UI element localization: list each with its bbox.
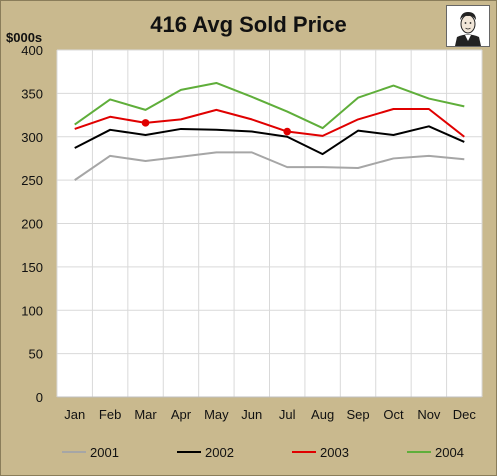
legend-label-2004: 2004 xyxy=(435,445,464,460)
legend-label-2002: 2002 xyxy=(205,445,234,460)
x-tick-label: Jan xyxy=(64,407,85,422)
x-tick-label: Nov xyxy=(417,407,441,422)
series-line-2001 xyxy=(74,151,465,181)
portrait-icon xyxy=(446,5,490,47)
data-point-marker xyxy=(141,119,150,127)
series-line-2003 xyxy=(74,107,465,138)
chart-title: 416 Avg Sold Price xyxy=(150,12,347,37)
y-tick-label: 200 xyxy=(21,217,43,232)
x-tick-label: May xyxy=(204,407,229,422)
data-point-marker xyxy=(283,127,292,136)
y-tick-label: 250 xyxy=(21,173,43,188)
legend-label-2001: 2001 xyxy=(90,445,119,460)
legend-label-2003: 2003 xyxy=(320,445,349,460)
x-tick-label: Jul xyxy=(279,407,296,422)
y-tick-label: 100 xyxy=(21,303,43,318)
x-tick-label: Sep xyxy=(346,407,369,422)
y-tick-label: 150 xyxy=(21,260,43,275)
x-tick-label: Dec xyxy=(453,407,477,422)
y-tick-label: 50 xyxy=(29,347,43,362)
series-line-2004 xyxy=(74,81,465,130)
y-tick-label: 0 xyxy=(36,390,43,405)
x-tick-label: Apr xyxy=(171,407,192,422)
x-tick-label: Jun xyxy=(241,407,262,422)
x-tick-label: Mar xyxy=(134,407,157,422)
y-tick-label: 400 xyxy=(21,43,43,58)
y-axis-units-label: $000s xyxy=(6,30,43,45)
x-tick-label: Aug xyxy=(311,407,334,422)
series-line-2002 xyxy=(74,125,465,156)
y-tick-label: 300 xyxy=(21,130,43,145)
y-tick-label: 350 xyxy=(21,86,43,101)
x-tick-label: Feb xyxy=(99,407,121,422)
x-tick-label: Oct xyxy=(383,407,404,422)
